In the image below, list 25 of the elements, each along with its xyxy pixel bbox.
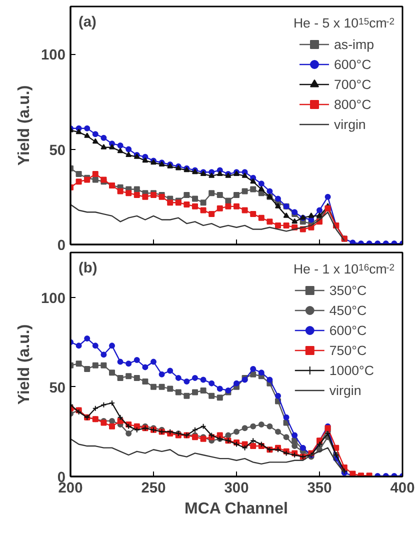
legend-label: 450°C bbox=[329, 302, 367, 318]
legend-label: 600°C bbox=[334, 56, 372, 72]
legend-label: as-imp bbox=[334, 36, 374, 52]
x-tick-label: 350 bbox=[307, 480, 332, 496]
legend-label: virgin bbox=[329, 382, 362, 398]
y-axis-title: Yield (a.u.) bbox=[16, 324, 34, 405]
legend-label: 350°C bbox=[329, 282, 367, 298]
x-axis-title: MCA Channel bbox=[184, 500, 288, 518]
annotation: (a) bbox=[78, 14, 97, 30]
annotation: (b) bbox=[78, 260, 98, 276]
y-axis-title: Yield (a.u.) bbox=[16, 85, 34, 166]
y-tick-label: 100 bbox=[41, 48, 66, 64]
legend-label: 1000°C bbox=[329, 362, 374, 378]
y-tick-label: 0 bbox=[57, 238, 66, 254]
y-tick-label: 50 bbox=[49, 380, 66, 396]
legend-label: 750°C bbox=[329, 342, 367, 358]
legend-label: 700°C bbox=[334, 76, 372, 92]
legend-label: 600°C bbox=[329, 322, 367, 338]
x-tick-label: 400 bbox=[390, 480, 415, 496]
legend-label: 800°C bbox=[334, 96, 372, 112]
x-tick-label: 300 bbox=[224, 480, 249, 496]
legend-label: virgin bbox=[334, 116, 366, 132]
y-tick-label: 100 bbox=[41, 290, 66, 307]
y-tick-label: 50 bbox=[49, 142, 66, 159]
x-tick-label: 250 bbox=[141, 480, 166, 496]
